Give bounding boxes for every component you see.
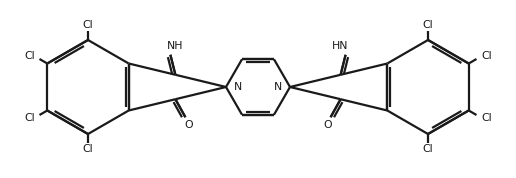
Text: O: O bbox=[184, 120, 192, 130]
Text: O: O bbox=[324, 120, 332, 130]
Text: Cl: Cl bbox=[24, 51, 35, 61]
Text: Cl: Cl bbox=[423, 20, 433, 30]
Text: Cl: Cl bbox=[423, 144, 433, 154]
Text: N: N bbox=[234, 82, 242, 92]
Text: Cl: Cl bbox=[83, 20, 93, 30]
Text: N: N bbox=[274, 82, 282, 92]
Text: Cl: Cl bbox=[83, 144, 93, 154]
Text: Cl: Cl bbox=[24, 113, 35, 123]
Text: Cl: Cl bbox=[481, 51, 492, 61]
Text: HN: HN bbox=[332, 41, 349, 51]
Text: NH: NH bbox=[167, 41, 184, 51]
Text: Cl: Cl bbox=[481, 113, 492, 123]
